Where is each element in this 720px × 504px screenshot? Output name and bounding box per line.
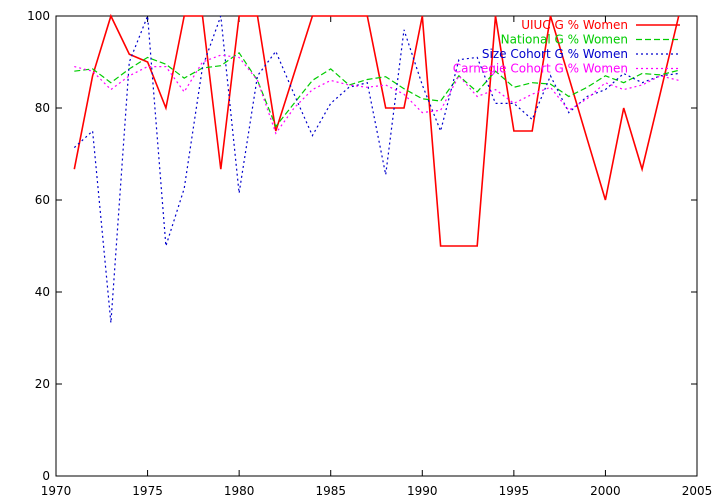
legend-label-4: Carnegie Cohort G % Women [453, 62, 628, 76]
legend-label-3: Size Cohort G % Women [482, 47, 628, 61]
y-tick-label: 60 [35, 193, 50, 207]
y-tick-label: 80 [35, 101, 50, 115]
y-tick-label: 0 [42, 469, 50, 483]
series-line-4 [74, 54, 679, 135]
x-tick-label: 1995 [499, 484, 530, 498]
axis-ticks: 1970 1975 1980 1985 1990 1995 2000 2005 0 20 40 60 8… [27, 9, 712, 498]
y-tick-label: 100 [27, 9, 50, 23]
x-tick-label: 1975 [132, 484, 163, 498]
x-tick-label: 2000 [590, 484, 621, 498]
x-tick-label: 1980 [224, 484, 255, 498]
legend-label-1: UIUC G % Women [521, 18, 628, 32]
series-line-2 [74, 51, 679, 128]
x-tick-label: 2005 [682, 484, 713, 498]
y-tick-label: 40 [35, 285, 50, 299]
series-line-1 [73, 13, 680, 247]
x-tick-label: 1990 [407, 484, 438, 498]
legend-label-2: National G % Women [501, 33, 628, 47]
series-lines [73, 13, 680, 323]
y-tick-label: 20 [35, 377, 50, 391]
plot-frame [55, 15, 698, 477]
plot-area [55, 15, 698, 477]
x-tick-label: 1970 [41, 484, 72, 498]
x-tick-label: 1985 [315, 484, 346, 498]
